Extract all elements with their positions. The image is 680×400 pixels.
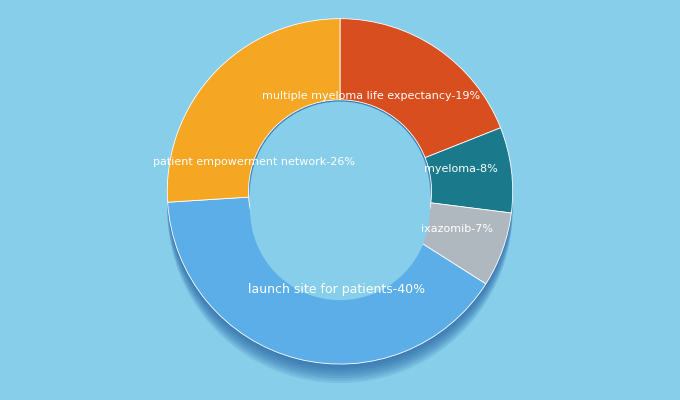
Wedge shape <box>425 135 513 220</box>
Wedge shape <box>418 210 511 291</box>
Wedge shape <box>425 147 513 232</box>
Wedge shape <box>167 26 340 209</box>
Circle shape <box>250 120 430 300</box>
Wedge shape <box>168 207 486 374</box>
Wedge shape <box>168 202 486 369</box>
Circle shape <box>250 105 430 285</box>
Wedge shape <box>340 26 500 165</box>
Wedge shape <box>340 38 500 177</box>
Wedge shape <box>425 144 513 230</box>
Wedge shape <box>168 209 486 376</box>
Wedge shape <box>168 204 486 371</box>
Circle shape <box>250 117 430 296</box>
Wedge shape <box>340 30 500 170</box>
Text: patient empowerment network-26%: patient empowerment network-26% <box>152 157 355 167</box>
Wedge shape <box>167 33 340 216</box>
Wedge shape <box>340 19 500 158</box>
Wedge shape <box>418 215 511 296</box>
Wedge shape <box>167 19 340 202</box>
Text: launch site for patients-40%: launch site for patients-40% <box>248 283 425 296</box>
Wedge shape <box>418 220 511 300</box>
Wedge shape <box>168 211 486 378</box>
Text: ixazomib-7%: ixazomib-7% <box>422 224 494 234</box>
Text: multiple myeloma life expectancy-19%: multiple myeloma life expectancy-19% <box>262 91 480 101</box>
Wedge shape <box>168 200 486 366</box>
Wedge shape <box>425 137 513 222</box>
Wedge shape <box>425 132 513 218</box>
Text: myeloma-8%: myeloma-8% <box>424 164 498 174</box>
Wedge shape <box>425 140 513 225</box>
Wedge shape <box>340 35 500 174</box>
Wedge shape <box>418 217 511 298</box>
Circle shape <box>250 113 430 292</box>
Wedge shape <box>167 38 340 221</box>
Wedge shape <box>167 30 340 214</box>
Wedge shape <box>340 33 500 172</box>
Wedge shape <box>418 203 511 284</box>
Wedge shape <box>168 214 486 381</box>
Wedge shape <box>418 205 511 286</box>
Wedge shape <box>418 208 511 289</box>
Wedge shape <box>340 21 500 160</box>
Wedge shape <box>340 28 500 167</box>
Wedge shape <box>168 197 486 364</box>
Wedge shape <box>340 24 500 162</box>
Wedge shape <box>167 35 340 219</box>
Wedge shape <box>168 216 486 383</box>
Wedge shape <box>418 222 511 303</box>
Wedge shape <box>418 212 511 294</box>
Circle shape <box>250 102 430 281</box>
Wedge shape <box>167 21 340 204</box>
Circle shape <box>250 109 430 289</box>
Wedge shape <box>425 130 513 215</box>
Wedge shape <box>167 28 340 212</box>
Wedge shape <box>167 24 340 207</box>
Wedge shape <box>425 128 513 213</box>
Wedge shape <box>425 142 513 227</box>
